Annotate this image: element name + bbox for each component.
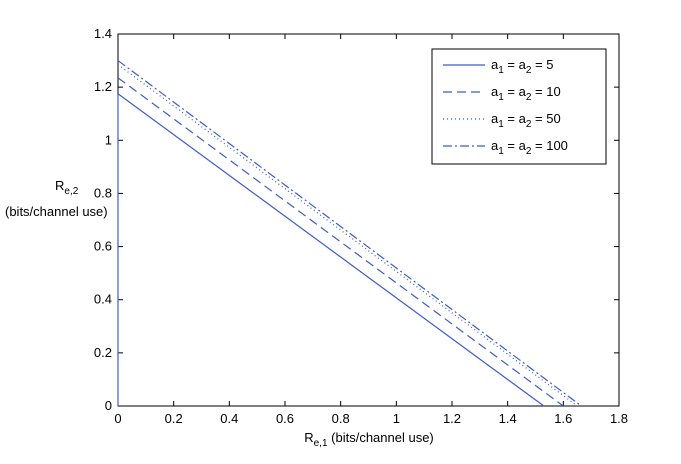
legend-label-4: a1 = a2 = 100 [491, 138, 568, 157]
y-tick-label: 0.4 [94, 292, 112, 307]
x-tick-label: 0.2 [165, 411, 183, 426]
x-axis-label: Re,1 (bits/channel use) [304, 430, 434, 449]
y-tick-label: 1.4 [94, 26, 112, 41]
series-lines [117, 60, 582, 407]
y-tick-label: 1 [105, 132, 112, 147]
axis-ticks: 0 0.2 0.4 0.6 0.8 1 1.2 1.4 1.6 1.8 0 0.2 0.4 0.6 0.8 1… [94, 26, 628, 426]
x-tick-label: 1.4 [499, 411, 517, 426]
y-tick-label: 0.2 [94, 345, 112, 360]
x-tick-label: 0 [114, 411, 121, 426]
x-tick-label: 1.8 [610, 411, 628, 426]
y-tick-label: 1.2 [94, 79, 112, 94]
y-tick-label: 0 [105, 398, 112, 413]
series-line-3 [117, 64, 578, 407]
x-tick-label: 0.4 [220, 411, 238, 426]
x-tick-label: 0.8 [332, 411, 350, 426]
legend-label-3: a1 = a2 = 50 [491, 111, 561, 130]
series-line-4 [117, 60, 582, 407]
legend-box [431, 48, 607, 165]
series-line-1 [117, 93, 545, 407]
x-tick-label: 1.2 [443, 411, 461, 426]
legend: a1 = a2 = 5 a1 = a2 = 10 a1 = a2 = 50 a1 = … [431, 48, 607, 165]
y-tick-label: 0.8 [94, 185, 112, 200]
y-tick-label: 0.6 [94, 239, 112, 254]
y-axis-label: Re,2 [55, 178, 79, 197]
series-line-2 [117, 77, 564, 407]
x-tick-label: 1 [393, 411, 400, 426]
legend-label-2: a1 = a2 = 10 [491, 84, 561, 103]
x-tick-label: 1.6 [554, 411, 572, 426]
legend-label-1: a1 = a2 = 5 [491, 57, 553, 76]
x-tick-label: 0.6 [276, 411, 294, 426]
y-axis-label-units: (bits/channel use) [5, 204, 108, 219]
